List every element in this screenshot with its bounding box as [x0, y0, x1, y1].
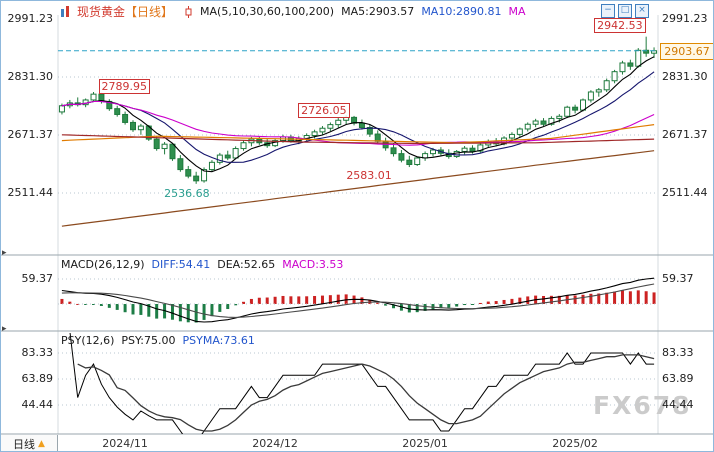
- macd-legend: MACD(26,12,9) DIFF:54.41 DEA:52.65 MACD:…: [61, 258, 343, 271]
- psy-legend: PSY(12,6) PSY:75.00 PSYMA:73.61: [61, 334, 255, 347]
- ma-legend-prefix: MA(5,10,30,60,100,200): [200, 5, 335, 18]
- window-close-icon[interactable]: ×: [635, 4, 649, 18]
- panel-collapse-icon[interactable]: ▸: [2, 324, 7, 334]
- annotation-label: 2583.01: [346, 169, 392, 183]
- panel-collapse-icon[interactable]: ▸: [2, 248, 7, 258]
- annotation-label: 2789.95: [98, 78, 151, 94]
- annotation-label: 2726.05: [298, 103, 350, 119]
- interval-label: 【日线】: [125, 5, 174, 19]
- macd-diff-value: DIFF:54.41: [151, 258, 211, 271]
- psy-axis-label-left: 63.89: [21, 372, 54, 385]
- date-tick-label: 2025/02: [552, 437, 598, 450]
- main-legend: 现货黄金 【日线】 MA(5,10,30,60,100,200) MA5:290…: [60, 3, 526, 20]
- price-axis-label-right: 2991.23: [662, 12, 708, 25]
- price-axis-label-left: 2511.44: [7, 186, 54, 199]
- watermark: FX678: [593, 391, 692, 420]
- date-tick-label: 2024/11: [102, 437, 148, 450]
- current-price-badge: 2903.67: [660, 42, 713, 60]
- price-axis-label-left: 2671.37: [7, 128, 54, 141]
- price-axis-label-left: 2831.30: [7, 70, 54, 83]
- ma5-value: MA5:2903.57: [341, 5, 415, 18]
- psy-value: PSY:75.00: [121, 334, 176, 347]
- psy-axis-label-left: 83.33: [21, 346, 54, 359]
- macd-dea-value: DEA:52.65: [217, 258, 276, 271]
- timeframe-up-arrow-icon: ▲: [38, 439, 45, 449]
- timeframe-tab-label: 日线: [13, 438, 36, 451]
- psy-title: PSY(12,6): [61, 334, 115, 347]
- macd-axis-label-left: 59.37: [21, 272, 54, 285]
- date-tick-label: 2024/12: [252, 437, 298, 450]
- window-maximize-icon[interactable]: □: [618, 4, 632, 18]
- price-axis-label-right: 2671.37: [662, 128, 708, 141]
- window-minimize-icon[interactable]: −: [601, 4, 615, 18]
- ma30-value-truncated: MA: [508, 5, 526, 18]
- date-tick-label: 2025/01: [402, 437, 448, 450]
- window-buttons: − □ ×: [601, 4, 649, 18]
- psy-axis-label-left: 44.44: [21, 398, 54, 411]
- price-axis-label-right: 2831.30: [662, 70, 708, 83]
- instrument-title: 现货黄金: [77, 5, 126, 19]
- annotation-label: 2536.68: [164, 186, 210, 200]
- psy-axis-label-right: 44.44: [662, 398, 694, 411]
- price-axis-label-right: 2511.44: [662, 186, 708, 199]
- psy-axis-label-right: 83.33: [662, 346, 694, 359]
- price-axis-label-left: 2991.23: [7, 12, 54, 25]
- instrument-icon: [60, 6, 70, 17]
- macd-title: MACD(26,12,9): [61, 258, 145, 271]
- psyma-value: PSYMA:73.61: [182, 334, 255, 347]
- timeframe-tab[interactable]: 日线 ▲: [1, 435, 58, 451]
- psy-axis-label-right: 63.89: [662, 372, 694, 385]
- ma10-value: MA10:2890.81: [421, 5, 502, 18]
- candle-icon: [184, 5, 193, 18]
- macd-axis-label-right: 59.37: [662, 272, 694, 285]
- macd-value: MACD:3.53: [282, 258, 344, 271]
- annotation-label: 2942.53: [594, 17, 646, 33]
